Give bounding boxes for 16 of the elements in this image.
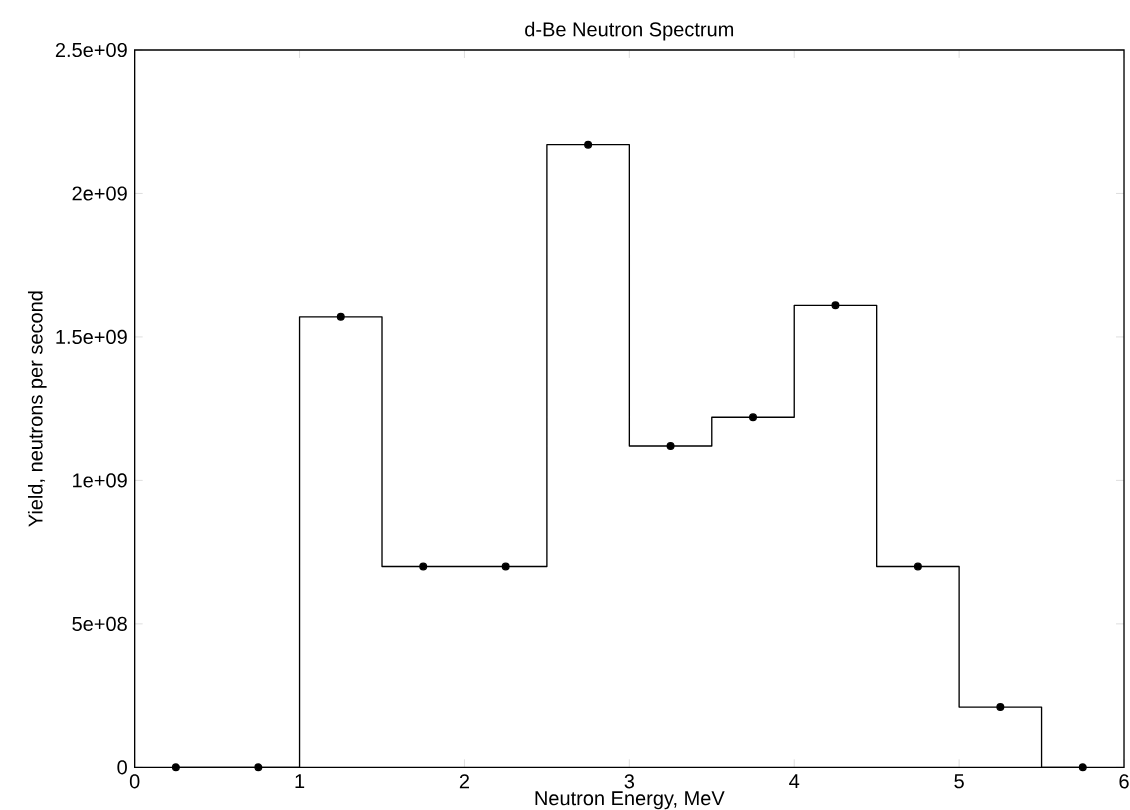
x-tick-label: 6 <box>1119 774 1129 789</box>
x-axis-title: Neutron Energy, MeV <box>535 791 725 810</box>
x-tick-label: 5 <box>954 774 964 789</box>
x-tick-label: 2 <box>459 774 470 789</box>
x-tick-label: 0 <box>129 774 140 789</box>
y-tick-label: 2e+09 <box>72 186 127 201</box>
y-tick-label: 1.5e+09 <box>56 329 127 344</box>
x-tick-label: 4 <box>789 774 800 789</box>
y-tick-label: 2.5e+09 <box>55 42 127 58</box>
x-tick-label: 3 <box>624 774 635 789</box>
y-axis-title: Yield, neutrons per second <box>27 291 47 527</box>
y-tick-label: 5e+08 <box>72 616 127 631</box>
y-tick-label: 1e+09 <box>73 473 127 488</box>
chart-title: d-Be Neutron Spectrum <box>525 21 734 41</box>
y-tick-label: 0 <box>117 760 127 775</box>
x-tick-label: 1 <box>295 774 305 789</box>
